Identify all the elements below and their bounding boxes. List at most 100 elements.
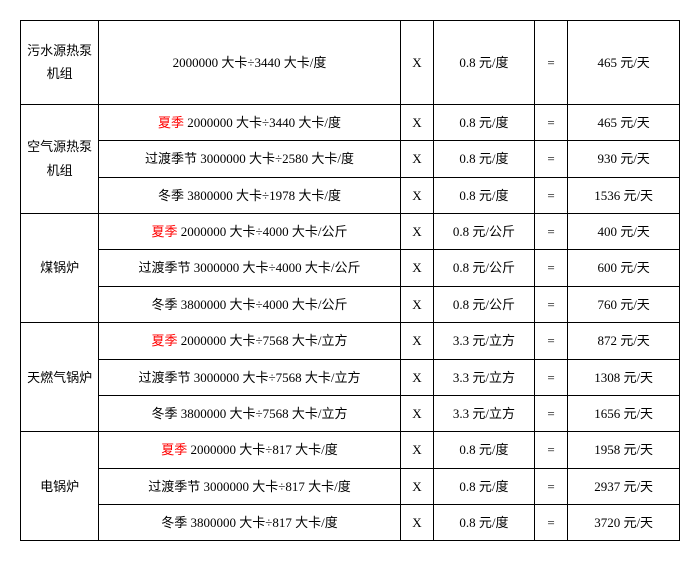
multiply-symbol: X	[400, 505, 434, 541]
equipment-name: 空气源热泵机组	[21, 104, 99, 213]
result-cost: 2937 元/天	[568, 468, 680, 504]
result-cost: 1308 元/天	[568, 359, 680, 395]
result-cost: 872 元/天	[568, 323, 680, 359]
table-row: 天燃气锅炉夏季 2000000 大卡÷7568 大卡/立方X3.3 元/立方=8…	[21, 323, 680, 359]
equipment-name: 污水源热泵机组	[21, 21, 99, 105]
table-row: 冬季 3800000 大卡÷817 大卡/度 X0.8 元/度=3720 元/天	[21, 505, 680, 541]
formula-text: 2000000 大卡÷3440 大卡/度	[173, 55, 327, 70]
formula-text: 过渡季节 3000000 大卡÷2580 大卡/度	[145, 151, 354, 166]
formula-cell: 2000000 大卡÷3440 大卡/度	[99, 21, 401, 105]
multiply-symbol: X	[400, 177, 434, 213]
formula-text: 2000000 大卡÷3440 大卡/度	[184, 115, 341, 130]
equals-symbol: =	[534, 21, 568, 105]
table-row: 煤锅炉夏季 2000000 大卡÷4000 大卡/公斤X0.8 元/公斤=400…	[21, 213, 680, 249]
table-row: 污水源热泵机组 2000000 大卡÷3440 大卡/度 X0.8 元/度=465 …	[21, 21, 680, 105]
formula-cell: 过渡季节 3000000 大卡÷7568 大卡/立方	[99, 359, 401, 395]
formula-cell: 冬季 3800000 大卡÷1978 大卡/度	[99, 177, 401, 213]
equals-symbol: =	[534, 177, 568, 213]
result-cost: 3720 元/天	[568, 505, 680, 541]
formula-cell: 过渡季节 3000000 大卡÷817 大卡/度	[99, 468, 401, 504]
unit-price: 0.8 元/公斤	[434, 250, 535, 286]
multiply-symbol: X	[400, 104, 434, 140]
formula-cell: 夏季 2000000 大卡÷7568 大卡/立方	[99, 323, 401, 359]
equals-symbol: =	[534, 323, 568, 359]
unit-price: 0.8 元/度	[434, 21, 535, 105]
result-cost: 465 元/天	[568, 21, 680, 105]
table-row: 过渡季节 3000000 大卡÷2580 大卡/度 X0.8 元/度=930 元/…	[21, 141, 680, 177]
formula-text: 2000000 大卡÷7568 大卡/立方	[177, 333, 347, 348]
equals-symbol: =	[534, 104, 568, 140]
multiply-symbol: X	[400, 323, 434, 359]
result-cost: 1958 元/天	[568, 432, 680, 468]
result-cost: 760 元/天	[568, 286, 680, 322]
equipment-name: 电锅炉	[21, 432, 99, 541]
formula-text: 过渡季节 3000000 大卡÷817 大卡/度	[148, 479, 351, 494]
equals-symbol: =	[534, 505, 568, 541]
result-cost: 400 元/天	[568, 213, 680, 249]
unit-price: 3.3 元/立方	[434, 359, 535, 395]
table-row: 过渡季节 3000000 大卡÷817 大卡/度 X0.8 元/度=2937 元/…	[21, 468, 680, 504]
multiply-symbol: X	[400, 468, 434, 504]
formula-text: 冬季 3800000 大卡÷1978 大卡/度	[158, 188, 341, 203]
result-cost: 1656 元/天	[568, 395, 680, 431]
equals-symbol: =	[534, 213, 568, 249]
unit-price: 0.8 元/度	[434, 468, 535, 504]
equipment-name: 煤锅炉	[21, 213, 99, 322]
comparison-table: 污水源热泵机组2000000 大卡÷3440 大卡/度X0.8 元/度=465 …	[20, 20, 680, 541]
multiply-symbol: X	[400, 250, 434, 286]
table-row: 冬季 3800000 大卡÷4000 大卡/公斤 X0.8 元/公斤=760 元/…	[21, 286, 680, 322]
table-row: 过渡季节 3000000 大卡÷7568 大卡/立方 X3.3 元/立方=1308…	[21, 359, 680, 395]
formula-cell: 过渡季节 3000000 大卡÷4000 大卡/公斤	[99, 250, 401, 286]
equals-symbol: =	[534, 468, 568, 504]
table-row: 电锅炉夏季 2000000 大卡÷817 大卡/度X0.8 元/度=1958 元…	[21, 432, 680, 468]
formula-text: 过渡季节 3000000 大卡÷7568 大卡/立方	[138, 370, 360, 385]
multiply-symbol: X	[400, 359, 434, 395]
unit-price: 0.8 元/度	[434, 505, 535, 541]
unit-price: 0.8 元/度	[434, 432, 535, 468]
result-cost: 930 元/天	[568, 141, 680, 177]
equals-symbol: =	[534, 250, 568, 286]
equals-symbol: =	[534, 141, 568, 177]
unit-price: 0.8 元/公斤	[434, 213, 535, 249]
formula-cell: 夏季 2000000 大卡÷4000 大卡/公斤	[99, 213, 401, 249]
formula-cell: 冬季 3800000 大卡÷7568 大卡/立方	[99, 395, 401, 431]
unit-price: 0.8 元/度	[434, 177, 535, 213]
equipment-name: 天燃气锅炉	[21, 323, 99, 432]
table-row: 过渡季节 3000000 大卡÷4000 大卡/公斤 X0.8 元/公斤=600 …	[21, 250, 680, 286]
formula-text: 2000000 大卡÷4000 大卡/公斤	[177, 224, 347, 239]
multiply-symbol: X	[400, 286, 434, 322]
equals-symbol: =	[534, 286, 568, 322]
unit-price: 0.8 元/公斤	[434, 286, 535, 322]
formula-text: 过渡季节 3000000 大卡÷4000 大卡/公斤	[138, 260, 360, 275]
unit-price: 3.3 元/立方	[434, 395, 535, 431]
equals-symbol: =	[534, 395, 568, 431]
formula-text: 冬季 3800000 大卡÷817 大卡/度	[161, 515, 338, 530]
result-cost: 465 元/天	[568, 104, 680, 140]
result-cost: 1536 元/天	[568, 177, 680, 213]
result-cost: 600 元/天	[568, 250, 680, 286]
formula-cell: 过渡季节 3000000 大卡÷2580 大卡/度	[99, 141, 401, 177]
table-row: 空气源热泵机组夏季 2000000 大卡÷3440 大卡/度X0.8 元/度=4…	[21, 104, 680, 140]
formula-text: 2000000 大卡÷817 大卡/度	[187, 442, 338, 457]
formula-text: 冬季 3800000 大卡÷4000 大卡/公斤	[151, 297, 347, 312]
multiply-symbol: X	[400, 141, 434, 177]
formula-cell: 冬季 3800000 大卡÷817 大卡/度	[99, 505, 401, 541]
multiply-symbol: X	[400, 395, 434, 431]
table-row: 冬季 3800000 大卡÷7568 大卡/立方 X3.3 元/立方=1656 元…	[21, 395, 680, 431]
season-label: 夏季	[151, 333, 177, 348]
formula-cell: 夏季 2000000 大卡÷3440 大卡/度	[99, 104, 401, 140]
table-row: 冬季 3800000 大卡÷1978 大卡/度 X0.8 元/度=1536 元/天	[21, 177, 680, 213]
unit-price: 0.8 元/度	[434, 141, 535, 177]
unit-price: 0.8 元/度	[434, 104, 535, 140]
season-label: 夏季	[161, 442, 187, 457]
multiply-symbol: X	[400, 21, 434, 105]
equals-symbol: =	[534, 359, 568, 395]
equals-symbol: =	[534, 432, 568, 468]
multiply-symbol: X	[400, 432, 434, 468]
multiply-symbol: X	[400, 213, 434, 249]
season-label: 夏季	[158, 115, 184, 130]
formula-text: 冬季 3800000 大卡÷7568 大卡/立方	[151, 406, 347, 421]
formula-cell: 冬季 3800000 大卡÷4000 大卡/公斤	[99, 286, 401, 322]
unit-price: 3.3 元/立方	[434, 323, 535, 359]
season-label: 夏季	[151, 224, 177, 239]
